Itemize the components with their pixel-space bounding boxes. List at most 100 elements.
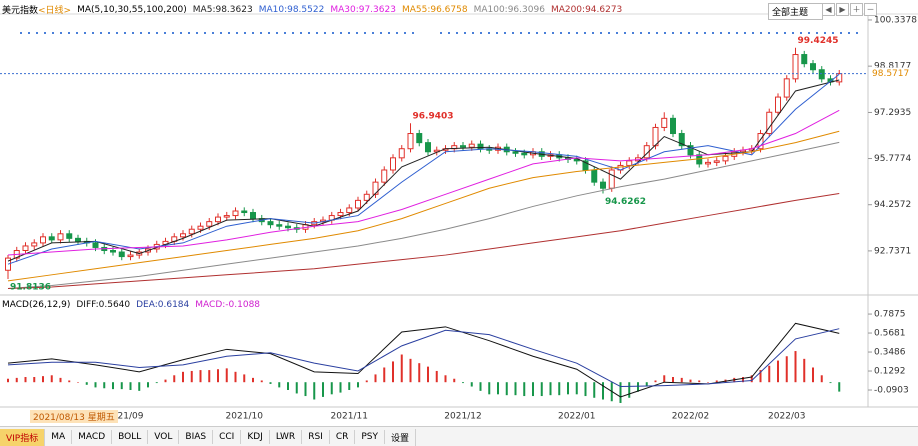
legend-entry: DEA:0.6184 (136, 300, 190, 310)
macd-title: MACD(26,12,9) (2, 300, 71, 310)
candle-body (40, 236, 46, 244)
candle-body (188, 228, 195, 235)
macd-bar (173, 375, 176, 383)
toolbar-tab[interactable]: BOLL (112, 430, 149, 444)
y-tick-label: 98.8177 (874, 62, 911, 72)
toolbar-tab[interactable]: LWR (270, 430, 303, 444)
candle-body (783, 78, 790, 98)
toolbar-tab[interactable]: MA (45, 430, 73, 444)
macd-bar (322, 382, 324, 397)
candle-body (460, 145, 466, 148)
candle-body (337, 212, 344, 217)
y-tick-label: 97.2935 (874, 108, 911, 118)
toolbar-tab[interactable]: MACD (72, 430, 113, 444)
period[interactable]: <日线> (38, 6, 72, 16)
macd-bar (252, 377, 254, 383)
candle-body (836, 73, 843, 83)
candle-body (31, 242, 38, 247)
macd-bar (584, 382, 587, 397)
candle-body (661, 117, 668, 128)
legend-entry: MACD:-0.1088 (195, 300, 261, 310)
macd-bar (750, 375, 753, 383)
ma-line (7, 109, 840, 256)
macd-bar (138, 382, 141, 391)
candle-body (241, 210, 248, 214)
candle-body (425, 142, 431, 153)
next-button[interactable]: ▶ (836, 3, 849, 16)
candle-body (346, 207, 353, 214)
x-tick-label: 2021/11 (331, 412, 368, 422)
ma-line (7, 73, 840, 265)
macd-bar (94, 382, 97, 388)
macd-bar (225, 368, 228, 383)
minus-button[interactable]: － (864, 3, 877, 16)
candle-body (722, 155, 729, 162)
x-tick-label: 2021/12 (444, 412, 481, 422)
macd-bar (400, 354, 403, 383)
toolbar-tab[interactable]: 设置 (385, 428, 417, 446)
macd-bar (444, 375, 447, 383)
macd-bar (155, 382, 158, 384)
macd-bar (672, 377, 674, 383)
macd-bar (785, 356, 788, 383)
toolbar-tab[interactable]: RSI (302, 430, 330, 444)
y-tick-label: 0.5681 (874, 329, 906, 339)
macd-bar (567, 382, 569, 395)
candle-body (180, 233, 186, 238)
macd-bar (85, 382, 88, 385)
toolbar-tab[interactable]: CCI (213, 430, 242, 444)
candle-body (48, 236, 55, 241)
macd-bar (383, 367, 386, 383)
toolbar-tab[interactable]: VIP指标 (0, 428, 46, 446)
add-button[interactable]: ＋ (850, 3, 863, 16)
candle-body (363, 193, 370, 201)
candle-body (57, 233, 64, 241)
macd-bar (497, 382, 499, 395)
candle-body (678, 133, 685, 147)
macd-bar (68, 380, 71, 383)
macd-bar (707, 382, 709, 383)
toolbar-tab[interactable]: PSY (355, 430, 385, 444)
toolbar-tab[interactable]: CR (330, 430, 356, 444)
macd-bar (348, 382, 351, 390)
legend-entry: MA100:96.3096 (473, 4, 545, 15)
chart: 100.3378 98.8177 97.2935 95.7774 94.2572 92.7… (0, 13, 918, 422)
macd-bar (120, 382, 123, 390)
candle-body (285, 225, 291, 229)
macd-bar (418, 363, 421, 383)
macd-bar (313, 382, 316, 400)
macd-bar (628, 382, 631, 398)
macd-bar (742, 377, 744, 383)
candle-body (468, 143, 475, 148)
candle-body (713, 160, 720, 163)
macd-bar (77, 382, 79, 383)
toolbar-tab[interactable]: VOL (148, 430, 180, 444)
macd-bar (602, 382, 604, 400)
prev-button[interactable]: ◀ (822, 3, 835, 16)
toolbar-tab[interactable]: KDJ (241, 430, 270, 444)
candle-body (381, 169, 388, 183)
macd-bar (199, 370, 202, 383)
extreme-label: 94.6262 (605, 197, 646, 207)
macd-line (7, 328, 840, 388)
macd-bar (505, 382, 508, 396)
candle-body (757, 133, 764, 150)
legend-entry: DIFF:0.5640 (76, 300, 131, 310)
candle-body (197, 225, 204, 230)
toolbar-tab[interactable]: BIAS (179, 430, 214, 444)
macd-bar (103, 382, 106, 389)
y-tick-label: 100.3378 (874, 15, 917, 25)
macd-bar (392, 361, 394, 383)
candle-body (276, 224, 283, 227)
macd-bar (435, 370, 438, 383)
macd-bar (427, 366, 429, 383)
candle-body (250, 212, 256, 220)
x-tick-label: 2021/10 (226, 412, 264, 422)
extreme-label: 99.4245 (798, 36, 839, 46)
theme-select[interactable]: 全部主题 (768, 3, 824, 20)
indicator-toolbar: VIP指标 MA MACD BOLL VOL BIAS CCI KDJ LWR RSI CR PSY 设… (0, 426, 918, 446)
macd-bar (330, 382, 333, 395)
macd-header: MACD(26,12,9) DIFF:0.5640 DEA:0.6184 MACD:… (2, 300, 260, 310)
macd-bar (365, 380, 368, 383)
macd-bar (287, 382, 289, 390)
